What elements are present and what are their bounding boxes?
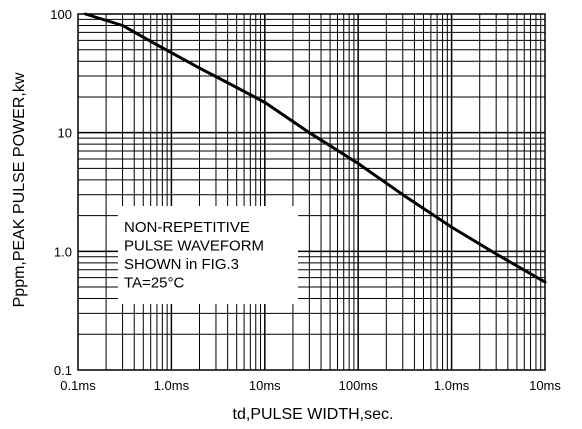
- x-tick-label: 1.0ms: [434, 378, 470, 393]
- y-tick-label: 0.1: [54, 363, 72, 378]
- x-tick-label: 100ms: [339, 378, 379, 393]
- y-tick-labels: 0.1 1.0 10 100: [50, 7, 72, 378]
- grid-major: [78, 14, 545, 370]
- annotation-line: PULSE WAVEFORM: [124, 238, 264, 255]
- plot-frame: [77, 13, 546, 371]
- series-line: [83, 12, 547, 284]
- y-tick-label: 10: [58, 126, 72, 141]
- x-tick-label: 10ms: [249, 378, 281, 393]
- annotation-box: [118, 206, 298, 304]
- y-tick-label: 1.0: [54, 244, 72, 259]
- annotation-line: TA=25°C: [124, 275, 184, 292]
- x-tick-label: 1.0ms: [154, 378, 190, 393]
- annotation-line: NON-REPETITIVE: [124, 219, 250, 236]
- annotation-line: SHOWN in FIG.3: [124, 256, 239, 273]
- x-tick-labels: 0.1ms 1.0ms 10ms 100ms 1.0ms 10ms: [60, 378, 561, 393]
- x-tick-label: 0.1ms: [60, 378, 96, 393]
- y-tick-label: 100: [50, 7, 72, 22]
- x-tick-label: 10ms: [529, 378, 561, 393]
- x-axis-label: td,PULSE WIDTH,sec.: [233, 406, 394, 423]
- grid-minor: [78, 14, 545, 370]
- y-axis-label: Pppm,PEAK PULSE POWER,kw: [11, 72, 28, 307]
